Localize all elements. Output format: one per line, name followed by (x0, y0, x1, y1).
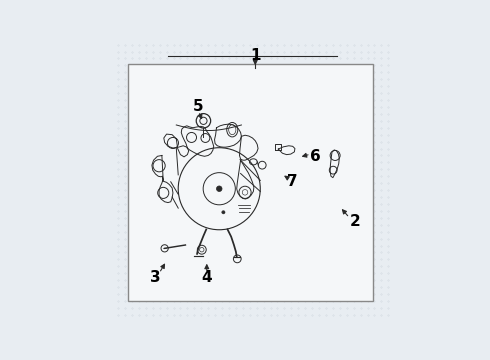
Text: 4: 4 (201, 270, 212, 285)
Bar (128, 64, 373, 301)
Text: 6: 6 (310, 149, 320, 165)
Text: 1: 1 (250, 48, 261, 63)
Text: 7: 7 (288, 174, 298, 189)
Text: 5: 5 (193, 99, 204, 114)
Text: 3: 3 (150, 270, 161, 285)
Circle shape (222, 211, 225, 214)
Circle shape (217, 186, 222, 192)
Text: 2: 2 (350, 215, 361, 229)
